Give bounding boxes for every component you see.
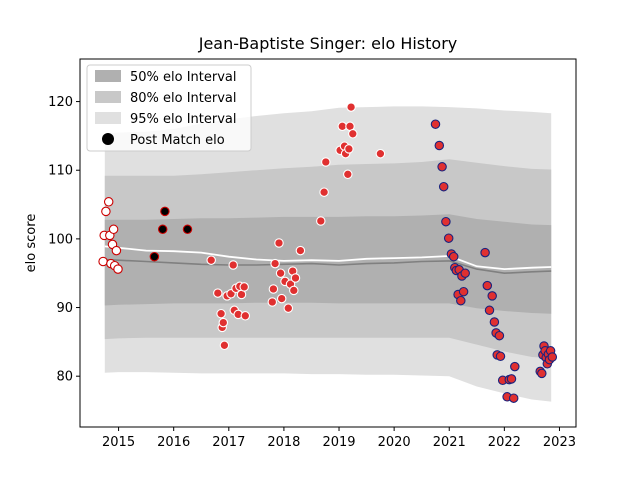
data-point <box>489 317 500 327</box>
median-line <box>104 258 552 275</box>
data-point <box>149 251 160 262</box>
data-point <box>487 291 497 301</box>
post-match-points <box>98 102 558 403</box>
data-point <box>239 282 249 292</box>
data-point <box>547 352 558 362</box>
x-tick-label: 2015 <box>102 435 135 450</box>
data-point <box>508 393 519 403</box>
data-point <box>460 268 470 278</box>
legend: 50% elo Interval 80% elo Interval 95% el… <box>86 64 252 152</box>
data-point <box>289 285 299 296</box>
data-point <box>343 169 353 180</box>
data-point <box>506 374 517 384</box>
data-point <box>348 129 358 139</box>
legend-swatch-80 <box>95 91 121 103</box>
x-tick-label: 2018 <box>267 435 300 450</box>
legend-label-50: 50% elo Interval <box>130 70 237 85</box>
y-tick-label: 100 <box>48 232 73 247</box>
data-point <box>206 255 216 265</box>
data-point <box>218 317 229 328</box>
data-point <box>480 247 490 258</box>
data-point <box>213 288 223 298</box>
legend-label-95: 95% elo Interval <box>130 112 237 127</box>
data-point <box>182 224 193 235</box>
y-tick-label: 80 <box>56 370 73 385</box>
data-point <box>510 361 520 372</box>
data-point <box>113 264 123 274</box>
data-point <box>274 238 284 248</box>
trend-lines <box>104 245 552 275</box>
data-point <box>346 102 356 112</box>
data-point <box>495 351 506 362</box>
data-point <box>344 144 354 154</box>
data-point <box>448 251 459 262</box>
data-point <box>108 224 119 235</box>
legend-marker-post-match <box>102 133 114 145</box>
data-point <box>295 245 306 256</box>
data-point <box>275 268 286 278</box>
x-tick-label: 2023 <box>543 435 576 450</box>
legend-swatch-95 <box>95 112 121 124</box>
data-point <box>494 330 505 341</box>
legend-box <box>86 64 252 152</box>
data-point <box>216 308 226 319</box>
data-point <box>228 260 238 270</box>
data-point <box>268 284 279 294</box>
legend-label-post-match: Post Match elo <box>130 133 225 148</box>
x-tick-label: 2017 <box>212 435 245 450</box>
y-axis: 80 90 100 110 120 <box>48 95 80 385</box>
data-point <box>537 368 547 379</box>
data-point <box>270 258 280 269</box>
y-tick-label: 110 <box>48 164 73 179</box>
x-tick-label: 2019 <box>322 435 355 450</box>
chart-title: Jean-Baptiste Singer: elo History <box>198 34 458 53</box>
x-tick-label: 2022 <box>488 435 521 450</box>
legend-label-80: 80% elo Interval <box>130 91 237 106</box>
data-point <box>283 303 294 313</box>
y-tick-label: 120 <box>48 95 73 110</box>
plot-frame <box>79 58 577 428</box>
data-point <box>437 162 447 172</box>
data-point <box>103 197 114 207</box>
data-point <box>240 311 251 321</box>
x-tick-label: 2020 <box>378 435 411 450</box>
data-point <box>98 256 108 267</box>
data-point <box>441 216 451 227</box>
data-point <box>430 119 441 129</box>
data-point <box>316 216 326 226</box>
x-axis: 2015 2016 2017 2018 2019 2020 2021 2022 2023 <box>102 427 576 450</box>
data-point <box>434 140 445 151</box>
data-point <box>219 340 230 351</box>
data-point <box>337 121 348 132</box>
data-point <box>321 157 331 167</box>
data-point <box>111 245 122 256</box>
data-point <box>458 286 469 297</box>
x-tick-label: 2021 <box>433 435 466 450</box>
data-point <box>484 305 495 316</box>
data-point <box>276 293 287 304</box>
y-axis-title: elo score <box>24 214 39 273</box>
legend-swatch-50 <box>95 70 121 82</box>
data-point <box>101 206 111 217</box>
y-tick-label: 90 <box>56 301 73 316</box>
data-point <box>160 206 170 217</box>
data-point <box>443 233 454 243</box>
data-point <box>319 187 329 197</box>
data-point <box>157 224 168 235</box>
x-tick-label: 2016 <box>157 435 190 450</box>
data-point <box>438 181 449 192</box>
data-point <box>267 297 278 307</box>
data-point <box>375 148 386 159</box>
mean-line <box>104 245 552 271</box>
data-point <box>456 295 466 306</box>
data-point <box>290 273 301 283</box>
interval-bands <box>104 106 552 402</box>
data-point <box>482 280 493 291</box>
